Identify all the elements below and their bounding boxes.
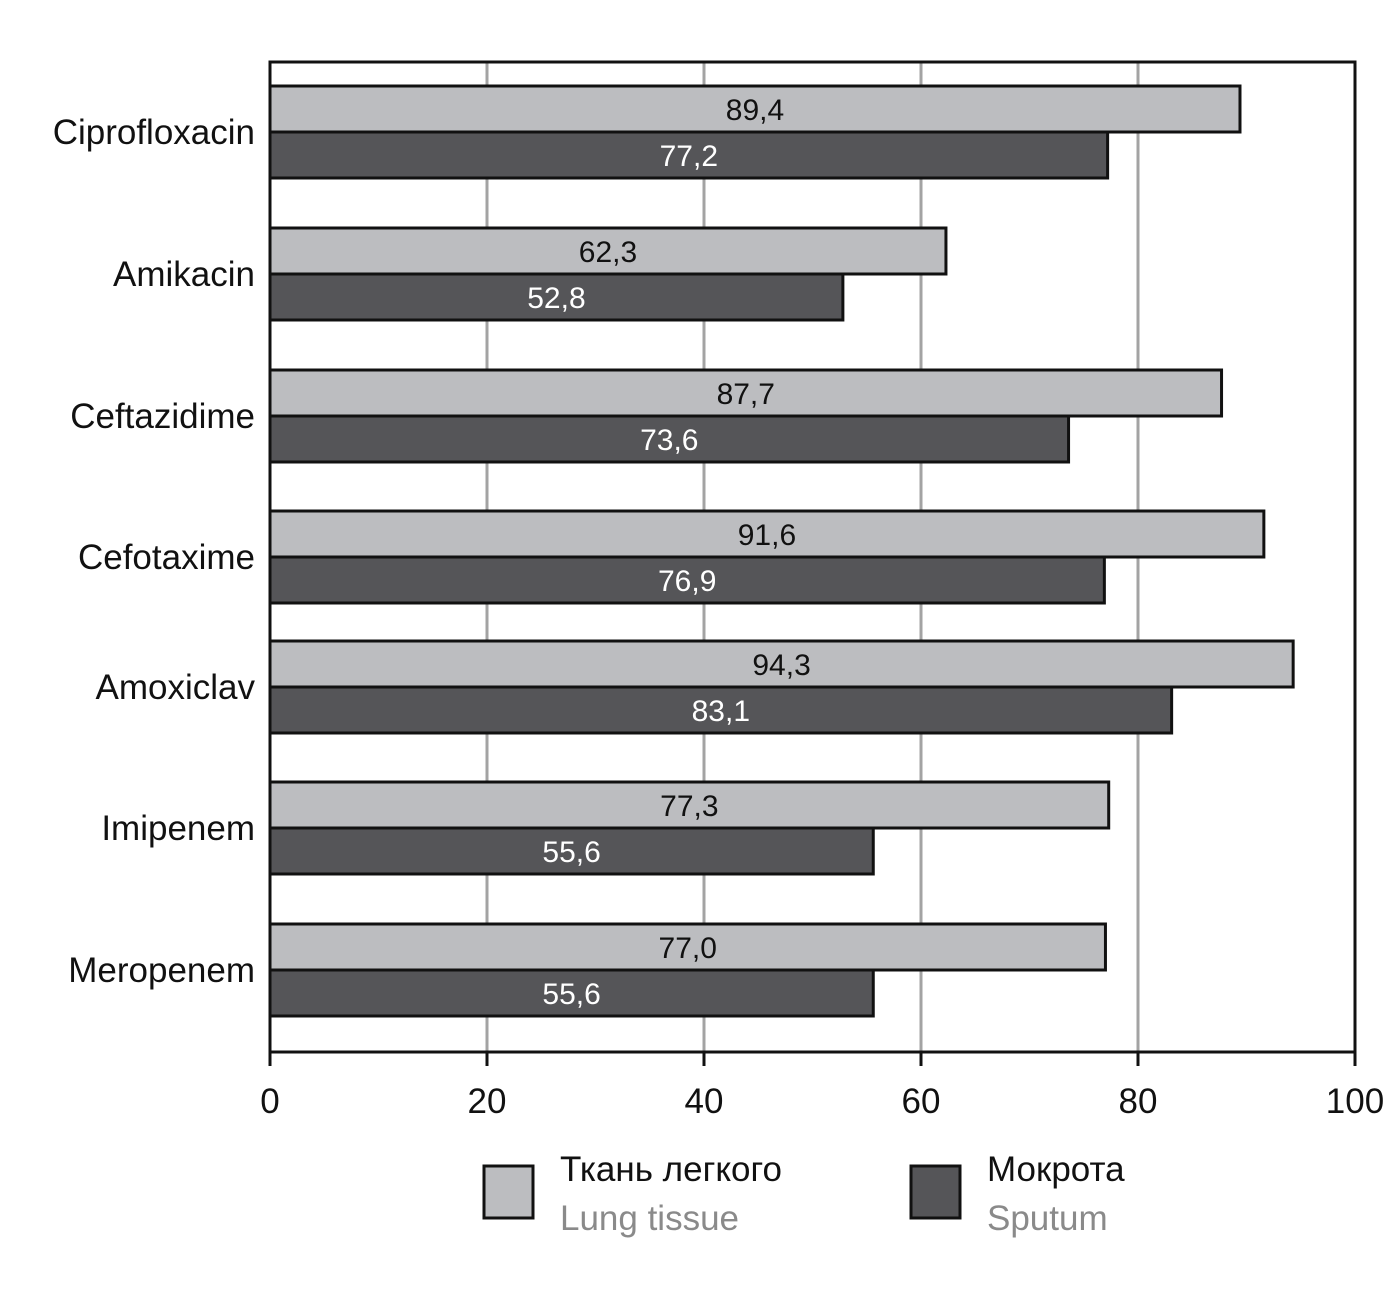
- y-axis: Ciprofloxacin Amikacin Ceftazidime Cefotaxi…: [53, 113, 256, 990]
- category-label: Amikacin: [113, 255, 255, 294]
- category-label: Imipenem: [101, 809, 255, 848]
- data-label: 52,8: [527, 282, 585, 315]
- data-label: 73,6: [640, 424, 698, 457]
- data-label: 91,6: [738, 519, 796, 552]
- x-axis: 0 20 40 60 80 100: [260, 1052, 1384, 1121]
- category-label: Ciprofloxacin: [53, 113, 255, 152]
- category-label: Ceftazidime: [70, 397, 255, 436]
- bar: [268, 639, 1295, 689]
- legend-label-ru: Ткань легкого: [560, 1150, 782, 1189]
- bar: [268, 826, 875, 876]
- x-tick-label: 40: [685, 1082, 724, 1121]
- data-label: 77,2: [660, 140, 718, 173]
- x-tick-label: 100: [1326, 1082, 1384, 1121]
- legend-label-ru: Мокрота: [987, 1150, 1125, 1189]
- data-label: 62,3: [579, 236, 637, 269]
- data-label: 77,3: [660, 790, 718, 823]
- legend-swatch-sputum: [909, 1164, 962, 1220]
- bar: [268, 509, 1266, 559]
- bar: [268, 968, 875, 1018]
- category-label: Meropenem: [68, 951, 255, 990]
- data-label: 87,7: [717, 378, 775, 411]
- bar: [268, 84, 1242, 134]
- data-label: 76,9: [658, 565, 716, 598]
- data-label: 89,4: [726, 94, 784, 127]
- bar: [268, 226, 948, 276]
- bars: 89,477,2 62,3 52,8 87,7 73,6 91,6 76,9 94,383,1…: [268, 84, 1295, 1018]
- data-label: 77,0: [659, 932, 717, 965]
- data-label: 83,1: [692, 695, 750, 728]
- category-label: Amoxiclav: [96, 668, 256, 707]
- bar: [268, 555, 1106, 605]
- category-label: Cefotaxime: [78, 538, 255, 577]
- legend-label-en: Sputum: [987, 1199, 1108, 1238]
- legend-label-en: Lung tissue: [560, 1199, 739, 1238]
- legend: Ткань легкого Lung tissue Мокрота Sputum: [482, 1150, 1125, 1238]
- x-tick-label: 20: [468, 1082, 507, 1121]
- plot-frame: [268, 60, 1357, 1054]
- data-label: 55,6: [542, 836, 600, 869]
- data-label: 94,3: [752, 649, 810, 682]
- bar: [268, 130, 1110, 180]
- x-tick-label: 0: [260, 1082, 279, 1121]
- x-tick-label: 60: [902, 1082, 941, 1121]
- data-label: 55,6: [542, 978, 600, 1011]
- legend-swatch-lung-tissue: [482, 1164, 535, 1220]
- bar: [268, 685, 1174, 735]
- x-tick-label: 80: [1119, 1082, 1158, 1121]
